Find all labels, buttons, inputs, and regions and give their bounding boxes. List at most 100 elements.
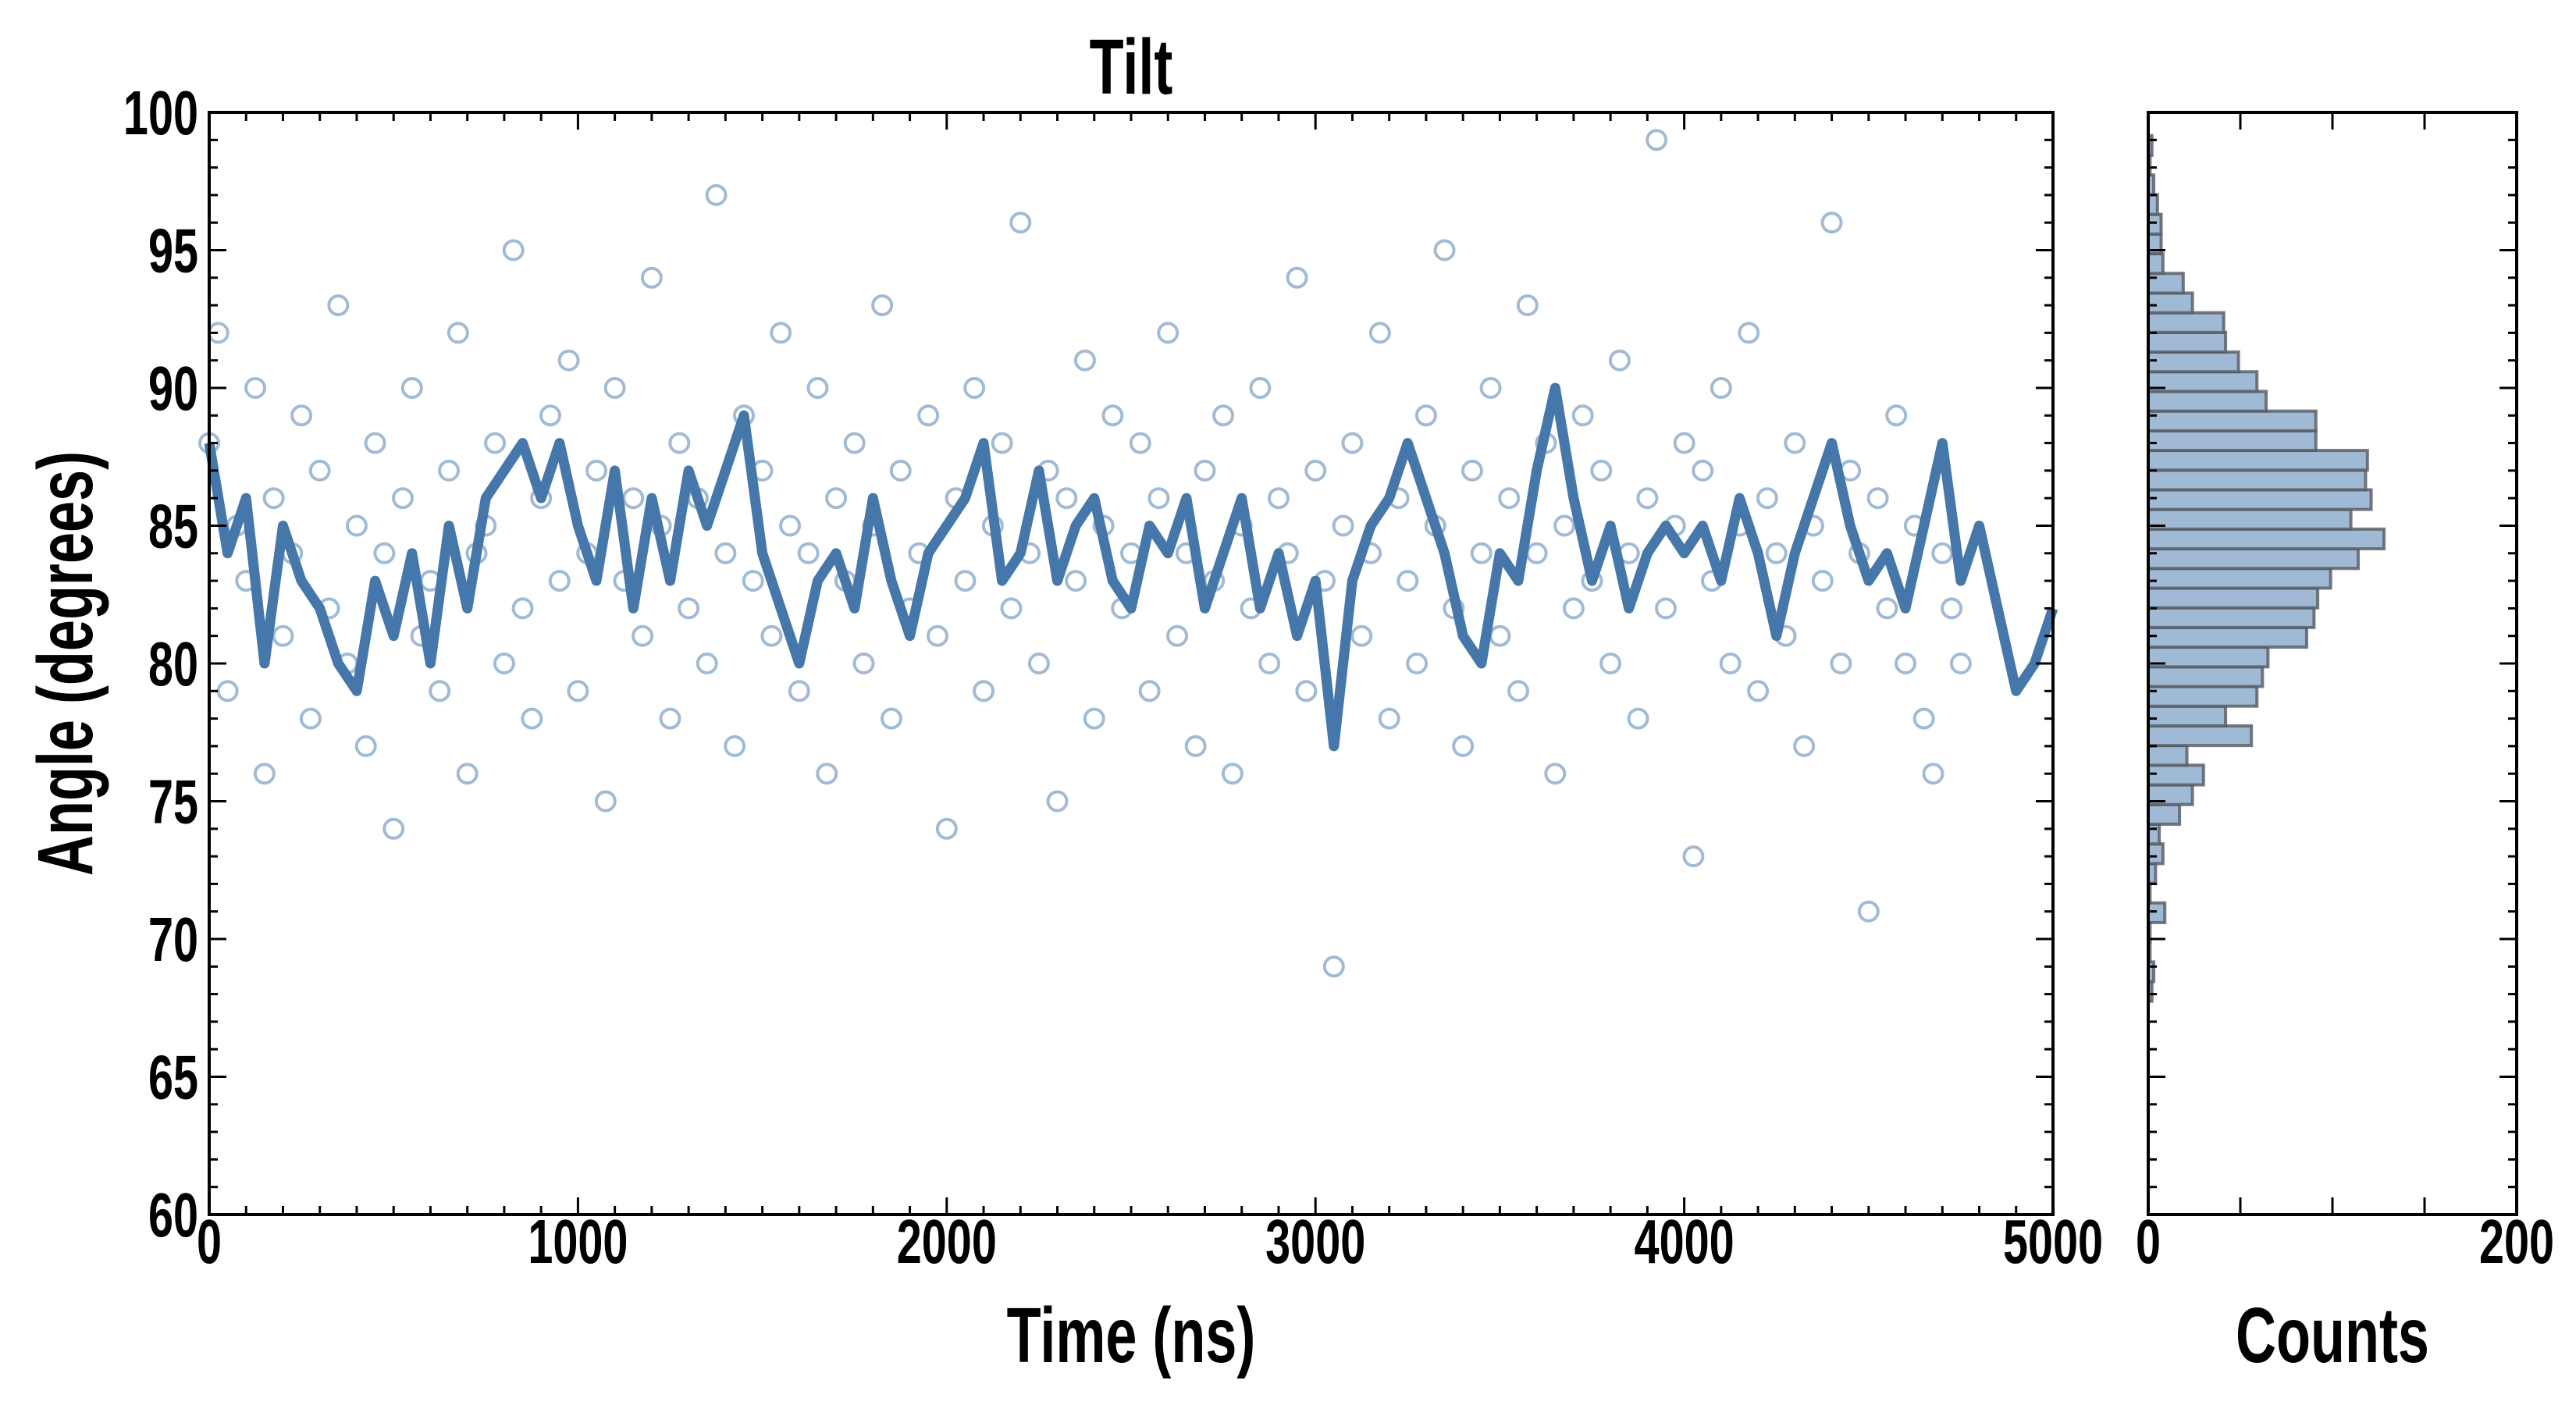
histogram-bar — [2147, 468, 2368, 492]
histogram-bar — [2147, 802, 2182, 826]
scatter-point — [973, 680, 995, 702]
scatter-point — [511, 597, 534, 620]
scatter-point — [1544, 763, 1567, 785]
histogram-bar — [2147, 606, 2316, 629]
scatter-point — [714, 542, 737, 564]
scatter-point — [1525, 542, 1548, 564]
scatter-point — [1138, 680, 1161, 702]
scatter-point — [400, 377, 423, 399]
scatter-point — [1784, 432, 1806, 454]
scatter-point — [1147, 487, 1170, 510]
scatter-point — [1166, 624, 1189, 647]
histogram-bar — [2147, 330, 2228, 354]
scatter-point — [1738, 322, 1760, 344]
scatter-point — [1414, 404, 1437, 427]
scatter-point — [1065, 570, 1087, 592]
scatter-point — [539, 404, 561, 427]
scatter-point — [1286, 266, 1308, 289]
scatter-point — [364, 432, 386, 454]
histogram-bar — [2147, 272, 2185, 295]
x-tick-label: 4000 — [1635, 1207, 1735, 1277]
scatter-point — [1000, 597, 1023, 620]
scatter-point — [1073, 349, 1096, 372]
scatter-point — [1461, 459, 1483, 482]
histogram-bar — [2147, 763, 2205, 787]
histogram-bar — [2147, 389, 2268, 413]
y-tick-label: 60 — [148, 1180, 198, 1250]
scatter-point — [742, 570, 764, 592]
scatter-point — [1516, 294, 1539, 317]
scatter-point — [456, 763, 479, 785]
scatter-point — [1793, 735, 1816, 757]
scatter-point — [1811, 570, 1834, 592]
histogram-bar — [2147, 744, 2189, 767]
histogram-bar — [2147, 822, 2161, 846]
scatter-point — [991, 432, 1013, 454]
scatter-point — [1756, 487, 1778, 510]
scatter-point — [1295, 680, 1318, 702]
scatter-point — [622, 487, 645, 510]
scatter-point — [1249, 377, 1272, 399]
y-tick-label: 90 — [148, 354, 198, 424]
scatter-point — [216, 680, 239, 702]
histogram-bar — [2147, 567, 2332, 590]
y-tick-label: 80 — [148, 629, 198, 699]
histogram-bar — [2147, 586, 2320, 610]
scatter-point — [1710, 377, 1732, 399]
scatter-point — [889, 459, 912, 482]
scatter-point — [1912, 707, 1935, 730]
scatter-point — [705, 183, 728, 206]
scatter-point — [1397, 570, 1419, 592]
scatter-point — [373, 542, 396, 564]
scatter-point — [1332, 514, 1354, 537]
scatter-point — [1221, 763, 1244, 785]
y-tick-label: 65 — [148, 1042, 198, 1112]
y-tick-label: 95 — [148, 215, 198, 286]
scatter-point — [954, 570, 977, 592]
histogram-bar — [2147, 665, 2265, 688]
scatter-point — [1055, 487, 1078, 510]
scatter-point — [1830, 653, 1852, 674]
scatter-point — [521, 707, 543, 730]
scatter-point — [779, 514, 802, 537]
scatter-point — [253, 763, 276, 785]
scatter-point — [770, 322, 792, 344]
x-tick-label: 1000 — [528, 1207, 628, 1277]
y-tick-label: 75 — [148, 767, 198, 837]
scatter-point — [1258, 653, 1281, 674]
scatter-point — [1157, 322, 1179, 344]
scatter-point — [1489, 624, 1511, 647]
scatter-point — [1599, 653, 1622, 674]
scatter-point — [1341, 432, 1364, 454]
scatter-point — [816, 763, 838, 785]
scatter-point — [724, 735, 746, 757]
scatter-point — [1895, 653, 1917, 674]
y-tick-label: 70 — [148, 905, 198, 975]
histogram-bar — [2147, 370, 2259, 393]
histogram-bar — [2147, 507, 2353, 531]
scatter-point — [308, 459, 331, 482]
scatter-point — [1433, 239, 1456, 261]
scatter-point — [594, 790, 617, 813]
scatter-point — [484, 432, 507, 454]
scatter-point — [1866, 487, 1889, 510]
scatter-point — [797, 542, 820, 564]
scatter-point — [935, 817, 958, 840]
scatter-point — [262, 487, 285, 510]
scatter-point — [871, 294, 894, 317]
scatter-point — [1636, 487, 1659, 510]
scatter-point — [1470, 542, 1493, 564]
scatter-point — [1507, 680, 1530, 702]
scatter-point — [1876, 597, 1898, 620]
histogram-bar — [2147, 724, 2254, 748]
histogram-bar — [2147, 685, 2259, 708]
x-tick-label: 5000 — [2003, 1207, 2103, 1277]
scatter-point — [696, 653, 718, 674]
histogram-bar — [2147, 547, 2361, 571]
scatter-point — [1931, 542, 1954, 564]
scatter-point — [1322, 955, 1345, 978]
scatter-point — [632, 624, 654, 647]
histogram-bar — [2147, 842, 2165, 866]
scatter-point — [640, 266, 663, 289]
scatter-point — [1452, 735, 1475, 757]
